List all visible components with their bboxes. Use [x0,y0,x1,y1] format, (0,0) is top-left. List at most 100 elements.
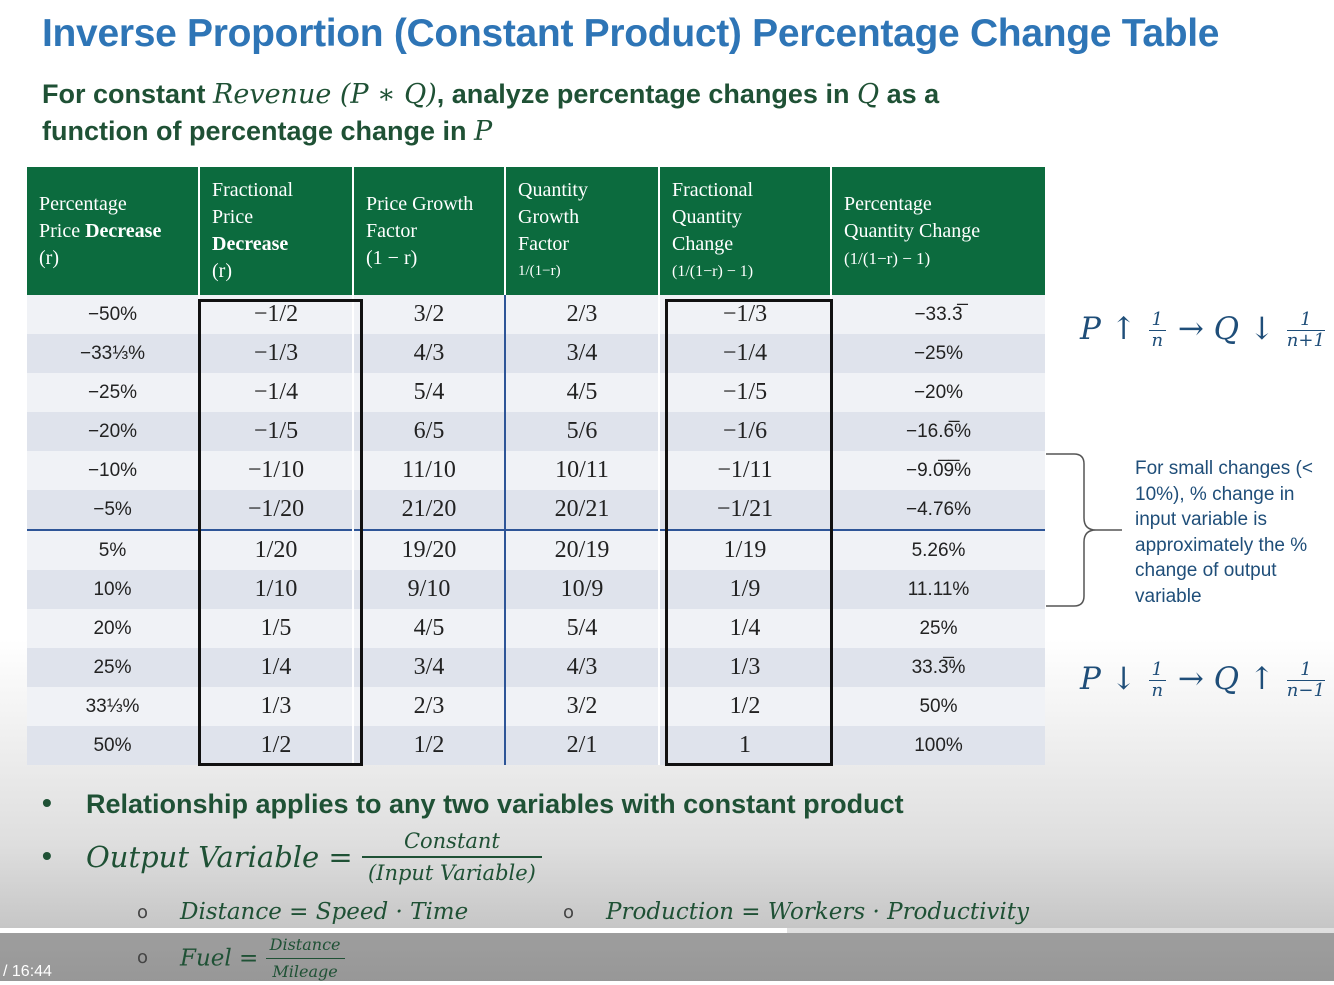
table-cell: 1/3 [659,648,832,687]
table-cell: 1/4 [659,609,832,648]
table-cell: 1/2 [353,726,506,765]
table-row: −20% −1/5 6/5 5/6 −1/6 −16.6̅% [27,412,1045,451]
table-cell: −4.76% [831,490,1045,530]
table-row: 33⅓% 1/3 2/3 3/2 1/2 50% [27,687,1045,726]
bullet-output-variable: • Output Variable = Constant (Input Varia… [42,826,542,888]
example-production: o Production = Workers · Productivity [563,899,1030,925]
table-row: 20% 1/5 4/5 5/4 1/4 25% [27,609,1045,648]
table-cell: 6/5 [353,412,506,451]
header-pct-price-decrease: Percentage Price Decrease (r) [27,167,200,295]
bullet-dot: • [42,787,52,818]
table-row: 10% 1/10 9/10 10/9 1/9 11.11% [27,570,1045,609]
table-cell: −1/10 [199,451,354,490]
table-cell: −33.3̅ [831,295,1045,334]
table-cell: 33⅓% [27,687,200,726]
table-row: 5% 1/20 19/20 20/19 1/19 5.26% [27,529,1045,570]
table-cell: 5/4 [505,609,660,648]
table-cell: 11.11% [831,570,1045,609]
table-cell: −1/4 [199,373,354,412]
table-cell: −1/5 [199,412,354,451]
table-cell: −1/3 [659,295,832,334]
table-row: −10% −1/10 11/10 10/11 −1/11 −9.0̅9̅% [27,451,1045,490]
header-fractional-quantity-change: Fractional Quantity Change (1/(1−r) − 1) [659,167,832,295]
table-cell: 50% [831,687,1045,726]
sub-bullet-circle: o [137,902,149,923]
sub-bullet-circle: o [563,902,575,923]
sub-bullet-circle: o [137,947,149,968]
header-fractional-price-decrease: Fractional Price Decrease (r) [199,167,354,295]
video-progress-bar[interactable] [0,928,1334,933]
table-cell: −5% [27,490,200,530]
subtitle-text: , analyze percentage changes in [436,79,857,109]
table-cell: 10/9 [505,570,660,609]
table-cell: 1 [659,726,832,765]
table-cell: −25% [27,373,200,412]
table-cell: −50% [27,295,200,334]
bullet-relationship: • Relationship applies to any two variab… [42,787,904,819]
output-variable-fraction: Constant (Input Variable) [361,826,542,888]
subtitle-math: P [474,116,493,147]
page-title: Inverse Proportion (Constant Product) Pe… [42,12,1220,55]
video-control-bar [0,933,1334,981]
table-cell: 2/3 [353,687,506,726]
header-quantity-growth-factor: Quantity Growth Factor 1/(1−r) [505,167,660,295]
table-cell: 1/3 [199,687,354,726]
table-cell: −1/11 [659,451,832,490]
table-cell: 50% [27,726,200,765]
table-row: 25% 1/4 3/4 4/3 1/3 33.3̅% [27,648,1045,687]
table-cell: 1/2 [659,687,832,726]
table-row: −25% −1/4 5/4 4/5 −1/5 −20% [27,373,1045,412]
example-fuel: o Fuel = Distance Mileage [137,932,345,985]
table-header-row: Percentage Price Decrease (r) Fractional… [27,167,1045,295]
table-cell: 5/6 [505,412,660,451]
table-cell: 25% [27,648,200,687]
table-cell: 9/10 [353,570,506,609]
table-cell: 25% [831,609,1045,648]
fuel-fraction: Distance Mileage [265,932,345,985]
table-cell: 10/11 [505,451,660,490]
table-row: −33⅓% −1/3 4/3 3/4 −1/4 −25% [27,334,1045,373]
table-cell: −16.6̅% [831,412,1045,451]
table-cell: 1/2 [199,726,354,765]
table-cell: −1/21 [659,490,832,530]
table-cell: 2/1 [505,726,660,765]
table-cell: −20% [27,412,200,451]
table-cell: 5.26% [831,529,1045,570]
subtitle-text: as a function of percentage change in [42,79,940,146]
table-cell: 1/19 [659,529,832,570]
table-cell: −1/20 [199,490,354,530]
table-cell: 1/4 [199,648,354,687]
table-cell: 11/10 [353,451,506,490]
table-cell: 5/4 [353,373,506,412]
table-cell: −20% [831,373,1045,412]
table-cell: 21/20 [353,490,506,530]
table-cell: 20% [27,609,200,648]
table-cell: 33.3̅% [831,648,1045,687]
table-cell: −10% [27,451,200,490]
table-row: −5% −1/20 21/20 20/21 −1/21 −4.76% [27,490,1045,530]
header-price-growth-factor: Price Growth Factor (1 − r) [353,167,506,295]
table-cell: 1/9 [659,570,832,609]
curly-bracket [1046,453,1122,607]
table-cell: 4/3 [353,334,506,373]
table-cell: −9.0̅9̅% [831,451,1045,490]
table-row: −50% −1/2 3/2 2/3 −1/3 −33.3̅ [27,295,1045,334]
table-cell: 1/5 [199,609,354,648]
table-cell: 4/5 [353,609,506,648]
table-cell: 1/10 [199,570,354,609]
table-row: 50% 1/2 1/2 2/1 1 100% [27,726,1045,765]
table-cell: −25% [831,334,1045,373]
table-cell: −1/2 [199,295,354,334]
video-progress-fill [0,928,788,933]
table-cell: −1/6 [659,412,832,451]
table-cell: 4/5 [505,373,660,412]
table-cell: 3/2 [505,687,660,726]
bullet-dot: • [42,840,52,871]
subtitle: For constant Revenue (P ∗ Q), analyze pe… [42,76,1002,150]
table-cell: 19/20 [353,529,506,570]
percentage-change-table: Percentage Price Decrease (r) Fractional… [27,167,1045,765]
header-pct-quantity-change: Percentage Quantity Change (1/(1−r) − 1) [831,167,1045,295]
example-distance: o Distance = Speed · Time [137,899,469,925]
table-cell: 5% [27,529,200,570]
